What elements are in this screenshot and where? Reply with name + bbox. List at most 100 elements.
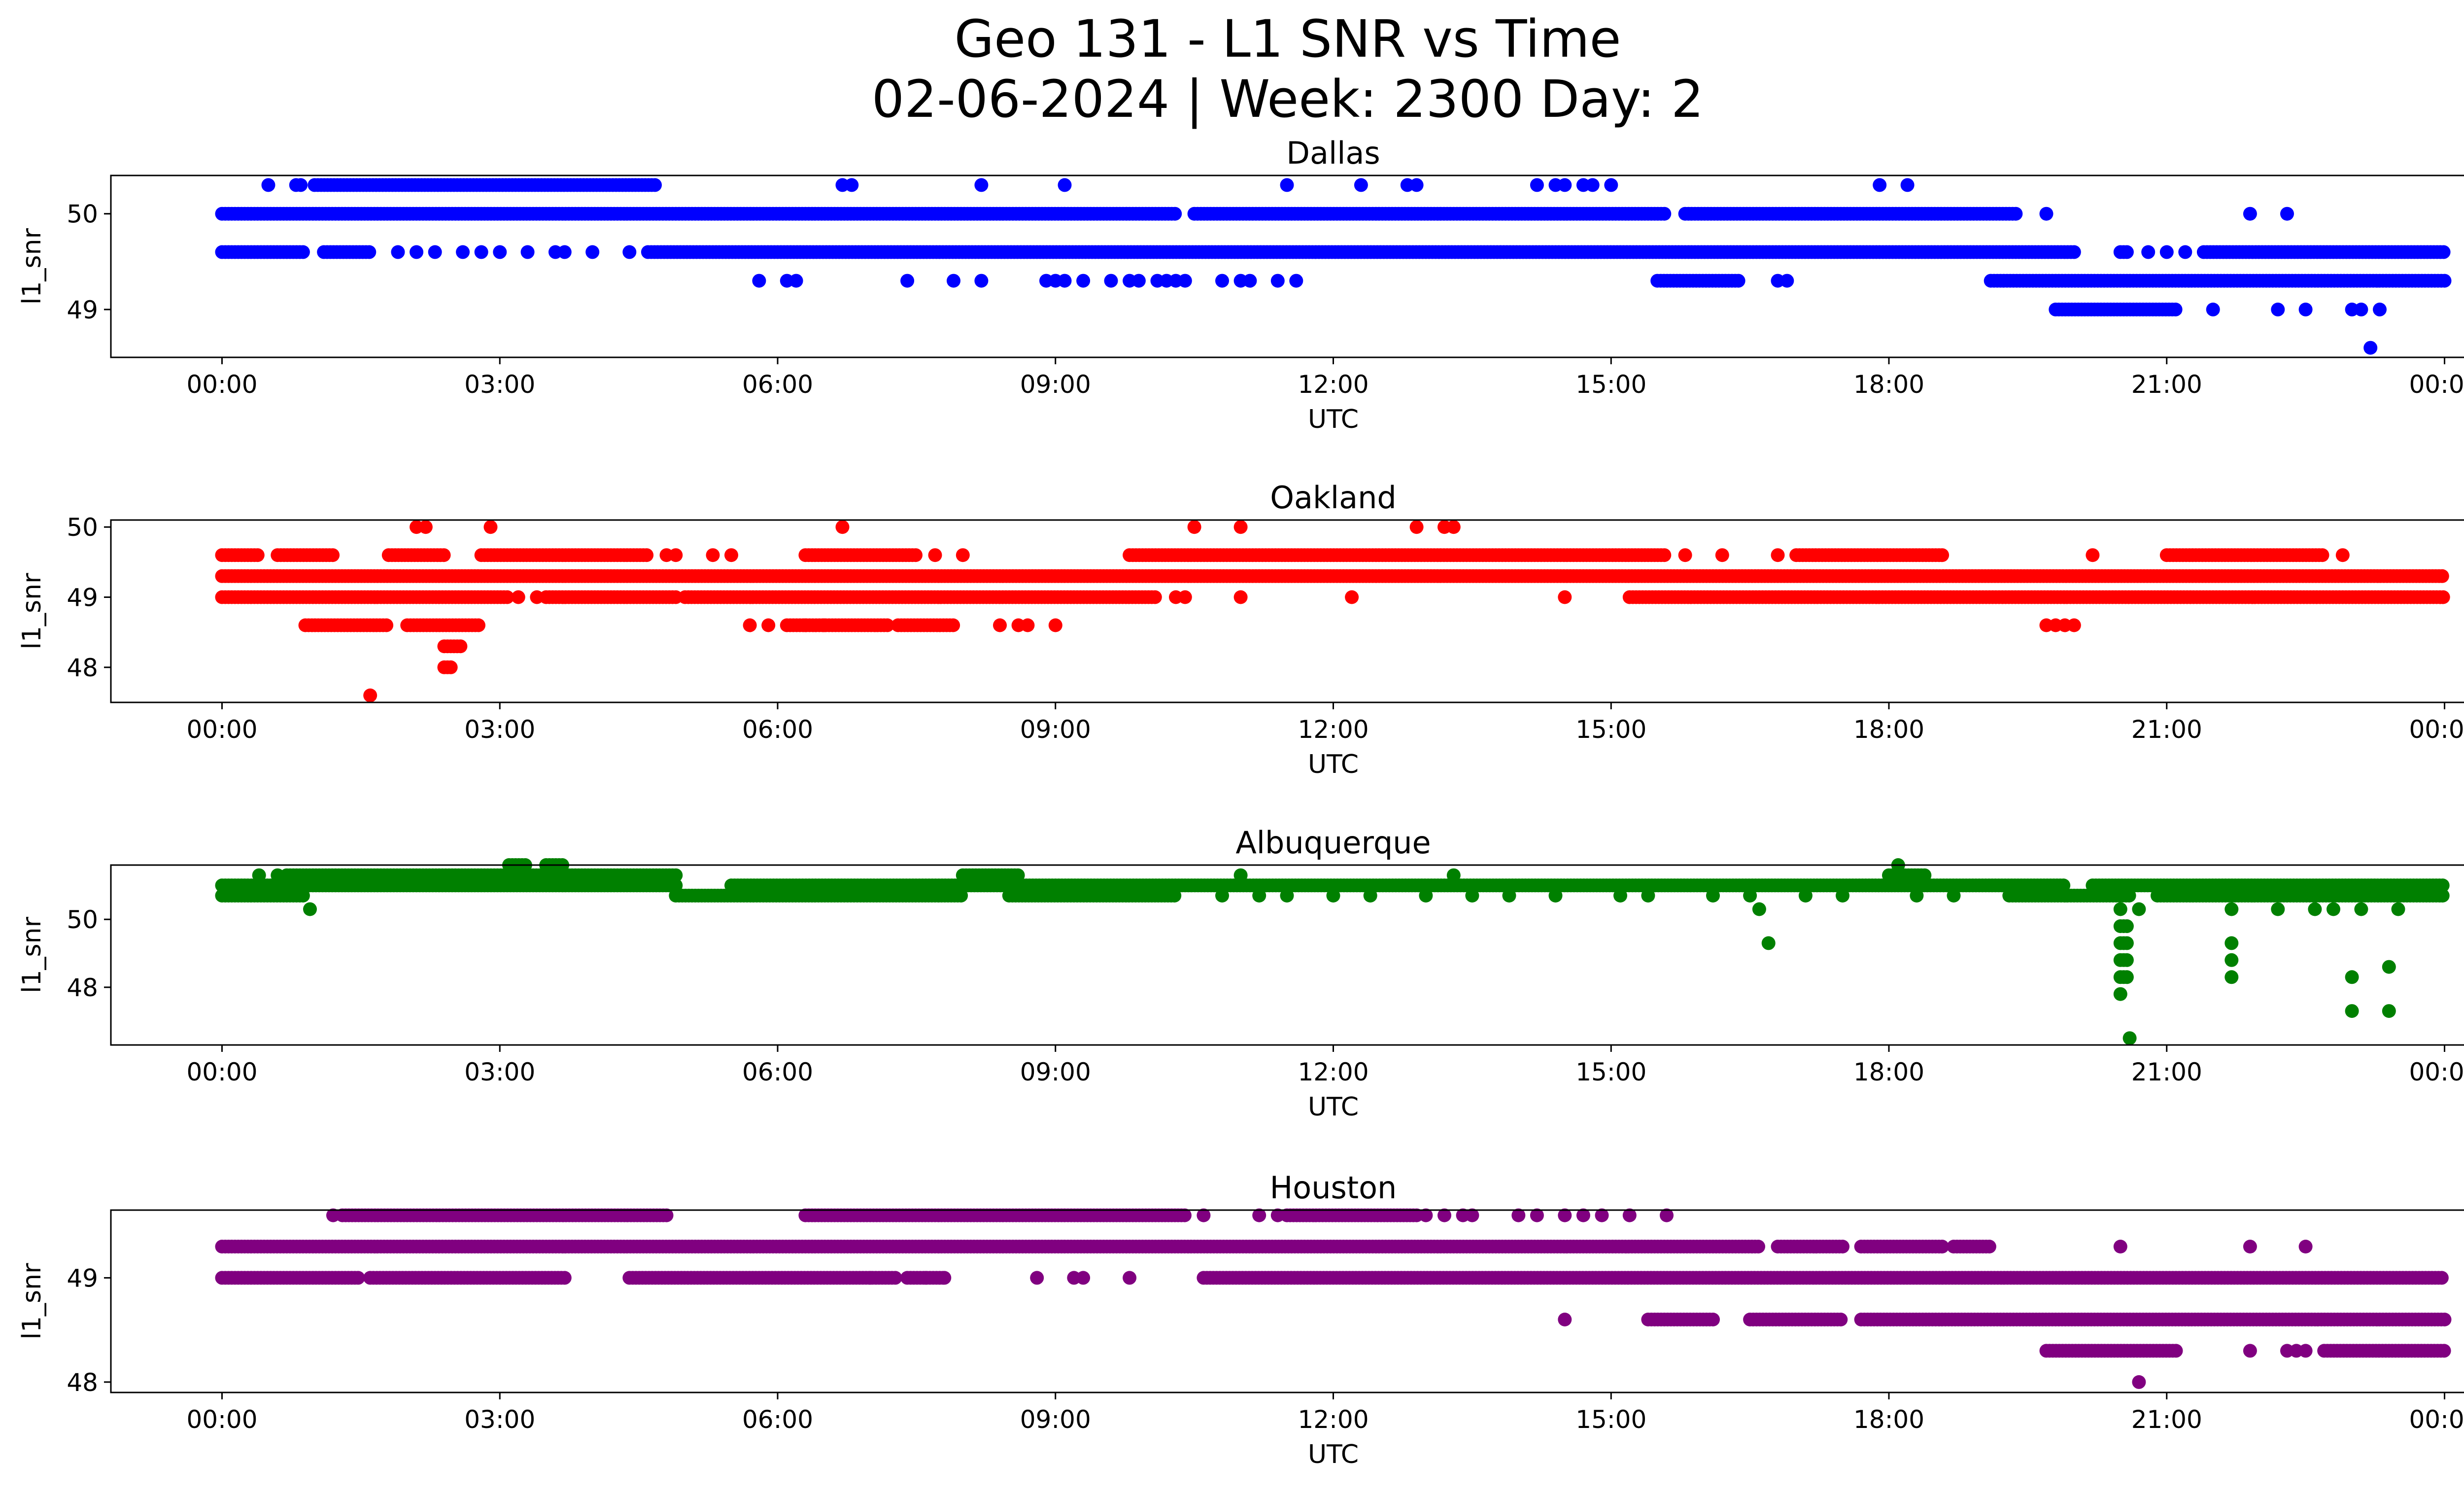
figure-title-line1: Geo 131 - L1 SNR vs Time bbox=[954, 9, 1621, 69]
data-point bbox=[1446, 520, 1461, 534]
data-points bbox=[215, 1208, 2452, 1389]
data-point bbox=[928, 548, 942, 562]
data-point bbox=[2159, 245, 2174, 259]
data-point bbox=[1215, 274, 1229, 288]
data-point bbox=[1678, 548, 1692, 562]
data-point bbox=[2086, 548, 2100, 562]
data-point bbox=[493, 245, 507, 259]
data-point bbox=[1048, 618, 1062, 632]
data-point bbox=[752, 274, 766, 288]
x-axis-label: UTC bbox=[1308, 405, 1359, 434]
data-point bbox=[363, 688, 377, 702]
data-point bbox=[326, 548, 340, 562]
data-points bbox=[215, 858, 2450, 1045]
data-point bbox=[2067, 618, 2081, 632]
data-point bbox=[1836, 889, 1849, 903]
data-point bbox=[2120, 970, 2134, 984]
data-point bbox=[900, 274, 915, 288]
y-tick-label: 49 bbox=[67, 296, 98, 324]
data-point bbox=[2120, 245, 2134, 259]
y-tick-label: 49 bbox=[67, 584, 98, 612]
data-point bbox=[456, 245, 470, 259]
data-point bbox=[1058, 274, 1072, 288]
data-point bbox=[2120, 953, 2134, 967]
x-tick-label: 06:00 bbox=[742, 1058, 813, 1086]
data-point bbox=[2141, 245, 2156, 259]
y-tick-label: 50 bbox=[67, 513, 98, 542]
data-point bbox=[1419, 889, 1433, 903]
data-point bbox=[2113, 987, 2127, 1001]
x-tick-label: 00:00 bbox=[186, 1058, 257, 1086]
data-point bbox=[2298, 302, 2313, 316]
data-point bbox=[1604, 178, 1618, 192]
data-point bbox=[2436, 590, 2450, 604]
data-point bbox=[1076, 274, 1091, 288]
data-point bbox=[296, 889, 310, 903]
data-point bbox=[1131, 274, 1146, 288]
subplot-oakland: 00:00 03:00 06:00 09:00 12:00 15:00 18:00 21:00… bbox=[17, 480, 2464, 779]
data-point bbox=[500, 590, 514, 604]
data-point bbox=[1530, 178, 1544, 192]
data-point bbox=[1771, 548, 1785, 562]
data-point bbox=[1706, 889, 1720, 903]
figure-title-line2: 02-06-2024 | Week: 2300 Day: 2 bbox=[871, 69, 1704, 129]
data-point bbox=[909, 548, 923, 562]
x-tick-label: 09:00 bbox=[1020, 715, 1091, 744]
x-tick-label: 00:00 bbox=[2409, 715, 2464, 744]
data-point bbox=[261, 178, 275, 192]
data-point bbox=[1752, 902, 1766, 916]
x-tick-label: 09:00 bbox=[1020, 1058, 1091, 1086]
data-point bbox=[2178, 245, 2192, 259]
data-point bbox=[453, 639, 468, 654]
data-point bbox=[954, 889, 968, 903]
y-axis-label: l1_snr bbox=[17, 228, 47, 305]
data-point bbox=[2308, 902, 2322, 916]
data-point bbox=[1947, 889, 1961, 903]
data-point bbox=[2224, 902, 2239, 916]
x-axis-label: UTC bbox=[1308, 1092, 1359, 1122]
data-point bbox=[1613, 889, 1627, 903]
data-point bbox=[1910, 889, 1924, 903]
data-point bbox=[2206, 302, 2220, 316]
data-point bbox=[1502, 889, 1516, 903]
data-point bbox=[1345, 590, 1359, 604]
subplot-title: Oakland bbox=[1270, 480, 1397, 516]
plot-frame bbox=[110, 519, 2464, 703]
x-tick-label: 00:00 bbox=[2409, 370, 2464, 399]
data-point bbox=[669, 868, 683, 882]
data-point bbox=[798, 618, 813, 632]
y-tick-label: 48 bbox=[67, 654, 98, 682]
data-point bbox=[585, 245, 600, 259]
data-point bbox=[250, 548, 265, 562]
data-point bbox=[2113, 902, 2127, 916]
data-point bbox=[2315, 548, 2329, 562]
data-points bbox=[215, 520, 2450, 702]
data-point bbox=[648, 178, 662, 192]
data-point bbox=[993, 618, 1007, 632]
subplot-houston: 00:00 03:00 06:00 09:00 12:00 15:00 18:00 21:00… bbox=[17, 1170, 2464, 1469]
x-tick-label: 18:00 bbox=[1853, 370, 1924, 399]
data-point bbox=[706, 548, 720, 562]
data-point bbox=[946, 618, 960, 632]
data-point bbox=[1243, 274, 1257, 288]
data-point bbox=[1657, 548, 1672, 562]
data-point bbox=[1780, 274, 1794, 288]
data-point bbox=[2435, 889, 2450, 903]
data-point bbox=[1270, 274, 1285, 288]
data-point bbox=[1233, 520, 1248, 534]
data-point bbox=[1104, 274, 1118, 288]
data-point bbox=[2335, 548, 2350, 562]
data-point bbox=[2327, 902, 2340, 916]
data-point bbox=[1900, 178, 1915, 192]
data-point bbox=[956, 548, 970, 562]
data-point bbox=[2120, 936, 2134, 950]
data-point bbox=[724, 548, 738, 562]
data-point bbox=[483, 520, 498, 534]
y-tick-label: 50 bbox=[67, 905, 98, 934]
figure-title: Geo 131 - L1 SNR vs Time 02-06-2024 | We… bbox=[0, 9, 2464, 129]
x-tick-label: 00:00 bbox=[186, 370, 257, 399]
x-tick-label: 18:00 bbox=[1853, 1058, 1924, 1086]
data-point bbox=[362, 245, 376, 259]
data-point bbox=[1280, 178, 1294, 192]
x-tick-label: 18:00 bbox=[1853, 715, 1924, 744]
